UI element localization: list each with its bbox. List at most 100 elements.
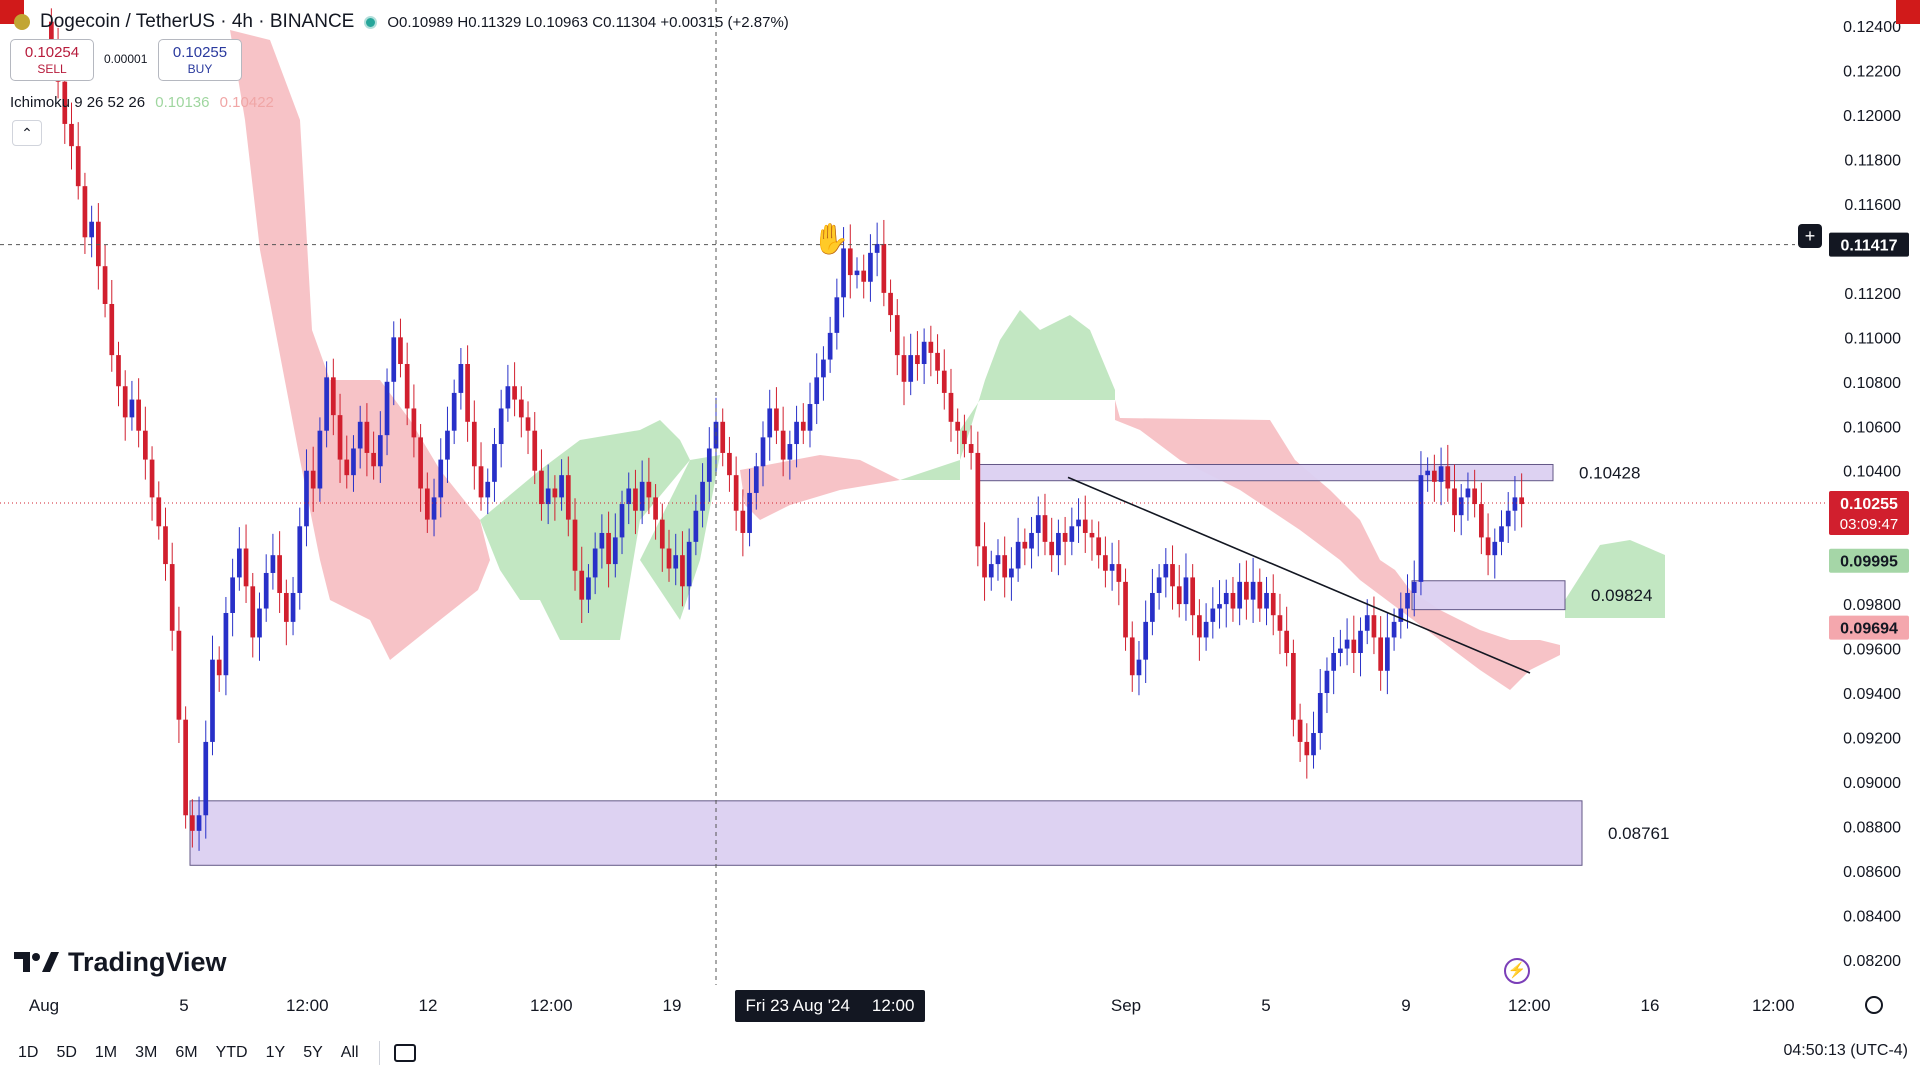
price-tick-label: 0.11800 <box>1844 152 1901 169</box>
candle-body <box>1405 592 1410 609</box>
candle-body <box>1002 555 1008 578</box>
add-alert-icon[interactable]: + <box>1798 224 1822 248</box>
candle-body <box>297 526 303 593</box>
price-tick-label: 0.08800 <box>1843 819 1901 836</box>
range-button[interactable]: YTD <box>215 1044 248 1061</box>
candle-body <box>586 577 591 600</box>
support-resistance-zones: 0.10428 0.09824 0.08761 <box>189 463 1669 866</box>
candle-body <box>1163 564 1169 578</box>
candle-body <box>1317 693 1323 734</box>
candle-body <box>1183 577 1189 605</box>
candle-body <box>505 386 511 409</box>
candle-body <box>1123 581 1128 638</box>
price-zone <box>975 463 1554 482</box>
time-tick-label: 12:00 <box>530 996 573 1015</box>
candle-body <box>1103 555 1108 571</box>
hand-cursor-icon: ✋ <box>812 223 850 256</box>
candle-body <box>1170 564 1175 587</box>
zone-label: 0.08761 <box>1608 824 1669 843</box>
candle-body <box>948 392 954 422</box>
lightning-icon[interactable]: ⚡ <box>1504 958 1530 984</box>
crosshair-time: 12:00 <box>871 996 915 1015</box>
range-button[interactable]: 5Y <box>303 1044 323 1061</box>
candle-body <box>921 341 927 365</box>
price-tick-label: 0.09800 <box>1843 597 1901 614</box>
candle-body <box>1082 519 1088 533</box>
candle-body <box>1344 639 1350 649</box>
candle-body <box>149 459 155 498</box>
indicator-value-2: 0.10422 <box>219 94 274 111</box>
chevron-up-icon: ⌃ <box>21 125 33 141</box>
candle-body <box>612 537 618 565</box>
candle-body <box>1338 648 1343 653</box>
candle-body <box>210 659 215 742</box>
candle-body <box>512 386 517 400</box>
candle-body <box>847 248 853 276</box>
candle-body <box>498 408 504 445</box>
candle-body <box>800 421 806 431</box>
candle-body <box>1062 532 1068 542</box>
symbol-header: Dogecoin / TetherUS · 4h · BINANCE O0.10… <box>14 10 789 34</box>
candle-body <box>1458 497 1464 516</box>
range-button[interactable]: 3M <box>135 1044 158 1061</box>
settings-icon[interactable] <box>1865 996 1883 1014</box>
indicator-legend[interactable]: Ichimoku 9 26 52 26 0.10136 0.10422 <box>10 94 274 111</box>
time-tick-label: 12:00 <box>1752 996 1795 1015</box>
candle-body <box>700 481 705 511</box>
candle-body <box>75 146 81 187</box>
candle-body <box>1452 488 1457 516</box>
range-button[interactable]: 5D <box>56 1044 77 1061</box>
candle-body <box>96 221 101 267</box>
candle-body <box>424 488 430 520</box>
calendar-icon[interactable] <box>393 1044 416 1062</box>
candle-body <box>706 448 712 482</box>
candle-body <box>787 444 793 460</box>
candle-body <box>1351 639 1357 653</box>
candle-body <box>142 430 148 460</box>
collapse-legend-button[interactable]: ⌃ <box>12 120 42 146</box>
range-button[interactable]: All <box>340 1044 359 1061</box>
candle-body <box>1425 470 1431 476</box>
candle-body <box>136 399 141 431</box>
candlesticks <box>49 8 1524 851</box>
candle-body <box>1411 581 1417 593</box>
candle-body <box>854 270 860 276</box>
candle-body <box>841 248 846 298</box>
price-axis[interactable]: 0.12400 0.12200 0.12000 0.11800 0.11600 0.112… <box>1829 19 1909 970</box>
sell-button[interactable]: 0.10254 SELL <box>10 39 94 81</box>
range-button[interactable]: 1Y <box>265 1044 286 1061</box>
candle-body <box>1391 621 1397 638</box>
divider <box>378 1041 380 1065</box>
candle-body <box>539 470 544 505</box>
clock[interactable]: 04:50:13 (UTC-4) <box>1783 1042 1909 1059</box>
candle-body <box>62 81 68 124</box>
candle-body <box>552 488 558 498</box>
price-tick-label: 0.11600 <box>1844 197 1901 214</box>
candle-body <box>901 355 907 382</box>
candle-body <box>1331 652 1337 671</box>
candle-body <box>1445 466 1451 489</box>
range-button[interactable]: 1M <box>94 1044 118 1061</box>
candle-body <box>1311 733 1316 756</box>
symbol-title[interactable]: Dogecoin / TetherUS · 4h · BINANCE <box>40 11 355 32</box>
buy-button[interactable]: 0.10255 BUY <box>158 39 242 81</box>
candle-body <box>109 303 115 356</box>
candle-body <box>404 364 410 409</box>
price-tick-label: 0.09600 <box>1843 642 1901 659</box>
candle-body <box>1297 719 1303 742</box>
candle-body <box>1284 630 1290 653</box>
price-label-badge <box>1829 232 1909 257</box>
range-button[interactable]: 6M <box>175 1044 198 1061</box>
candle-body <box>1109 564 1115 571</box>
candle-body <box>1029 532 1034 549</box>
candle-body <box>330 377 336 416</box>
candle-body <box>1264 592 1269 609</box>
candle-body <box>619 504 625 538</box>
candle-body <box>243 548 249 587</box>
candle-body <box>411 408 417 438</box>
candle-body <box>1492 541 1498 556</box>
buy-label: BUY <box>187 62 213 76</box>
time-tick-label: Sep <box>1110 996 1142 1015</box>
range-button[interactable]: 1D <box>18 1044 39 1061</box>
